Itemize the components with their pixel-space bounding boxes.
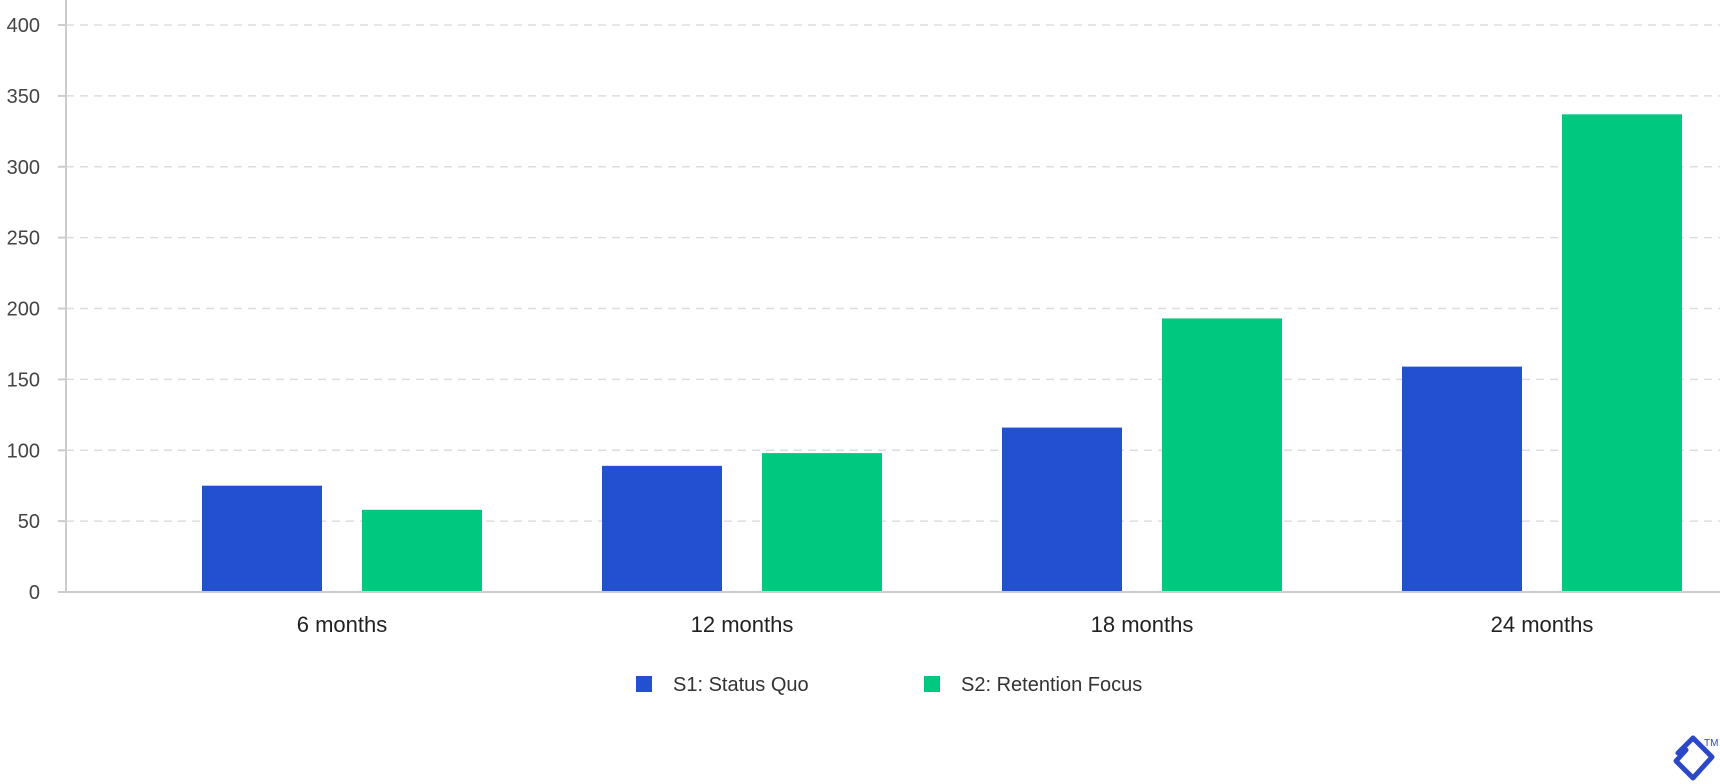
y-tick-label: 200 bbox=[7, 299, 40, 321]
y-tick-label: 150 bbox=[7, 369, 40, 391]
toptal-logo-icon: TM bbox=[1673, 735, 1718, 781]
x-category-label: 6 months bbox=[297, 612, 388, 637]
legend-swatch bbox=[924, 676, 940, 692]
trademark-label: TM bbox=[1704, 738, 1718, 749]
bar-1-4 bbox=[1402, 366, 1522, 592]
y-tick-label: 400 bbox=[7, 15, 40, 37]
y-tick-label: 300 bbox=[7, 157, 40, 179]
x-category-label: 24 months bbox=[1491, 612, 1594, 637]
bar-1-2 bbox=[602, 465, 722, 592]
axes bbox=[65, 0, 1720, 593]
x-axis-labels: 6 months 12 months 18 months 24 months bbox=[297, 612, 1594, 637]
bar-2-2 bbox=[762, 453, 882, 592]
legend: S1: Status Quo S2: Retention Focus bbox=[636, 674, 1142, 696]
x-category-label: 18 months bbox=[1091, 612, 1194, 637]
bar-2-1 bbox=[362, 509, 482, 592]
x-category-label: 12 months bbox=[691, 612, 794, 637]
y-axis-ticks: 0 50 100 150 200 250 300 350 400 bbox=[7, 15, 66, 604]
y-tick-label: 0 bbox=[29, 582, 40, 604]
bar-2-4 bbox=[1562, 114, 1682, 593]
bar-1-1 bbox=[202, 485, 322, 592]
y-tick-label: 50 bbox=[18, 511, 40, 533]
y-tick-label: 350 bbox=[7, 86, 40, 108]
legend-label: S1: Status Quo bbox=[673, 674, 809, 696]
y-tick-label: 100 bbox=[7, 440, 40, 462]
legend-label: S2: Retention Focus bbox=[961, 674, 1142, 696]
bars bbox=[202, 114, 1682, 593]
legend-swatch bbox=[636, 676, 652, 692]
bar-1-3 bbox=[1002, 427, 1122, 592]
y-tick-label: 250 bbox=[7, 228, 40, 250]
bar-2-3 bbox=[1162, 318, 1282, 592]
